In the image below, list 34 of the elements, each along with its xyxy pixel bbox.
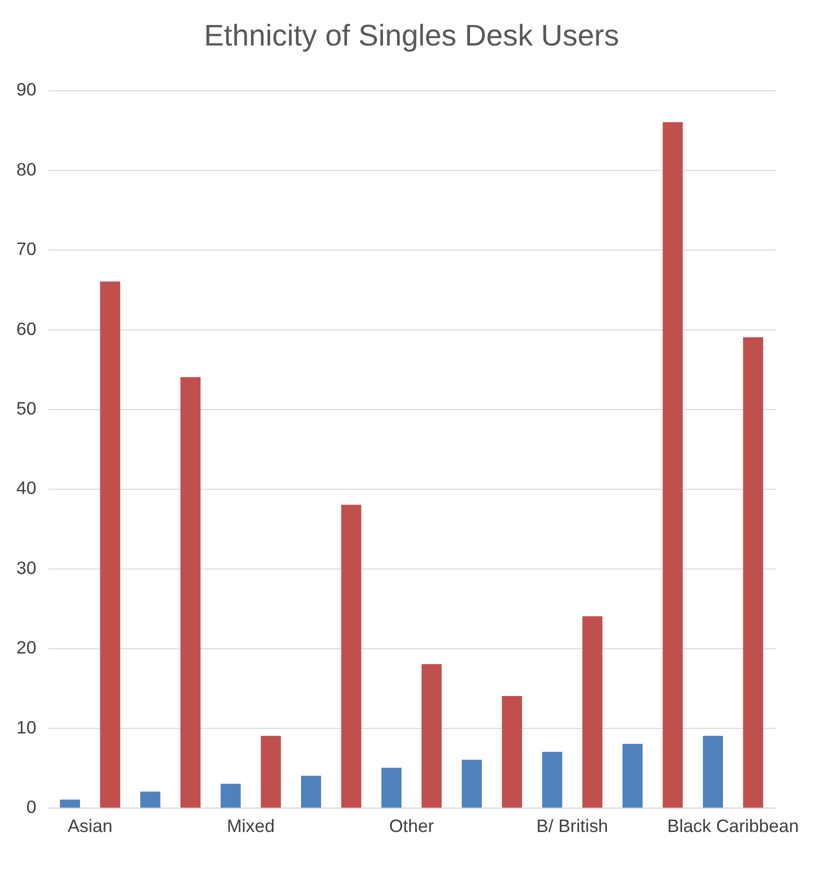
bar [702,736,723,808]
y-tick-label: 50 [16,398,36,419]
bar [180,377,201,808]
y-tick-label: 10 [16,717,36,738]
y-tick-label: 20 [16,638,36,658]
bar [301,776,322,808]
x-tick-label: B/ British [536,816,608,836]
y-tick-label: 30 [16,558,36,578]
y-tick-label: 80 [16,159,36,180]
bar [140,792,160,808]
bar [220,784,241,808]
bar [622,744,643,808]
bar [502,696,522,808]
x-tick-label: Asian [68,816,112,836]
chart-title: Ethnicity of Singles Desk Users [204,19,620,52]
bar [422,664,442,808]
bar [662,122,683,808]
bar [462,760,482,808]
bar [341,504,362,808]
bar [542,752,562,808]
x-tick-label: Black Caribbean [667,816,799,836]
y-tick-label: 40 [16,478,36,498]
bar [743,337,764,808]
y-tick-label: 0 [26,797,36,818]
y-tick-label: 70 [16,239,36,260]
bar [582,616,602,808]
bar [260,736,281,808]
bar [60,800,80,808]
x-tick-label: Mixed [226,816,275,836]
x-tick-label: Other [389,816,434,836]
y-tick-label: 60 [16,318,36,339]
y-tick-label: 90 [16,80,36,100]
bar [381,768,402,808]
bar [100,282,120,808]
